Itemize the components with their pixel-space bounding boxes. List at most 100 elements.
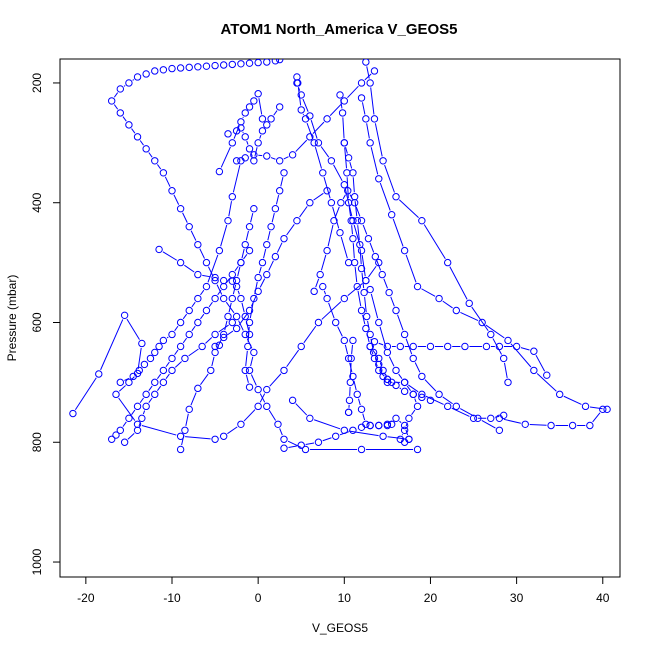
data-point [211, 342, 219, 351]
series-8 [211, 187, 331, 351]
data-point [258, 127, 267, 135]
data-point [232, 157, 241, 165]
data-point [228, 277, 237, 285]
data-point [392, 366, 400, 375]
data-point [211, 273, 219, 282]
data-point [387, 211, 396, 219]
series-25 [366, 342, 508, 423]
data-point [254, 139, 262, 147]
data-point [168, 366, 176, 375]
data-point [280, 234, 288, 243]
data-point [400, 246, 409, 255]
data-point [366, 421, 374, 430]
data-point [176, 205, 185, 213]
data-point [250, 97, 258, 105]
data-point [306, 133, 314, 141]
x-tick-label: 30 [510, 591, 524, 605]
data-point [349, 169, 357, 177]
data-point [362, 115, 370, 123]
data-point [245, 383, 254, 391]
data-point [219, 333, 228, 342]
data-point [344, 258, 353, 267]
chart-title: ATOM1 North_America V_GEOS5 [220, 21, 457, 38]
data-point [409, 354, 417, 363]
series-27 [288, 396, 413, 443]
data-point [142, 70, 150, 78]
data-point [142, 402, 150, 411]
data-point [288, 396, 297, 405]
data-point [452, 306, 461, 315]
series-line [370, 293, 417, 436]
data-point [194, 63, 202, 71]
data-point [267, 115, 275, 123]
data-point [107, 97, 116, 105]
data-point [350, 193, 359, 201]
data-point [297, 91, 305, 99]
series-line [323, 290, 409, 436]
data-point [116, 426, 125, 434]
data-point [250, 348, 258, 357]
data-point [357, 79, 366, 87]
data-point [215, 246, 224, 255]
data-point [478, 318, 486, 327]
series-line [113, 71, 414, 450]
data-point [168, 64, 176, 73]
series-line [361, 102, 603, 410]
data-point [250, 157, 258, 165]
series-18 [362, 59, 512, 387]
data-point [224, 312, 232, 321]
data-point [364, 234, 373, 243]
data-point [357, 306, 366, 315]
data-point [323, 294, 331, 303]
data-point [138, 414, 146, 423]
data-point [112, 390, 120, 399]
data-point [301, 445, 310, 454]
data-point [356, 240, 364, 249]
data-point [207, 366, 215, 375]
y-axis: 200 400 600 800 1000 [30, 73, 60, 575]
data-point [409, 390, 417, 399]
data-point [357, 264, 366, 273]
data-point [211, 276, 219, 285]
x-tick-label: -20 [77, 591, 95, 605]
data-point [418, 393, 426, 402]
series-9 [241, 169, 288, 391]
data-point [245, 306, 254, 315]
data-point [198, 342, 206, 351]
data-point [254, 385, 262, 394]
data-point [396, 342, 405, 351]
data-point [194, 294, 202, 303]
data-point [271, 59, 280, 65]
data-point [314, 318, 323, 327]
data-point [495, 414, 504, 423]
data-point [69, 409, 77, 418]
data-point [310, 287, 318, 296]
data-point [344, 408, 353, 417]
series-line [220, 98, 263, 168]
data-point [385, 288, 393, 297]
data-point [426, 342, 435, 351]
series-line [127, 324, 229, 440]
data-point [267, 222, 275, 231]
data-point [349, 336, 357, 345]
data-point [194, 270, 202, 279]
x-tick-label: 40 [596, 591, 610, 605]
data-point [366, 285, 374, 294]
data-point [369, 348, 378, 357]
data-point [176, 445, 185, 454]
data-point [151, 157, 159, 165]
data-point [413, 445, 422, 454]
data-point [363, 312, 371, 321]
data-point [120, 438, 129, 446]
data-point [280, 169, 288, 177]
series-line [348, 344, 353, 408]
data-point [461, 342, 469, 351]
plot-area [69, 59, 611, 454]
data-point [360, 288, 368, 297]
data-point [250, 151, 258, 159]
data-point [241, 366, 249, 375]
data-point [331, 318, 340, 327]
data-point [392, 193, 400, 201]
data-point [202, 62, 211, 70]
data-point [599, 405, 607, 414]
